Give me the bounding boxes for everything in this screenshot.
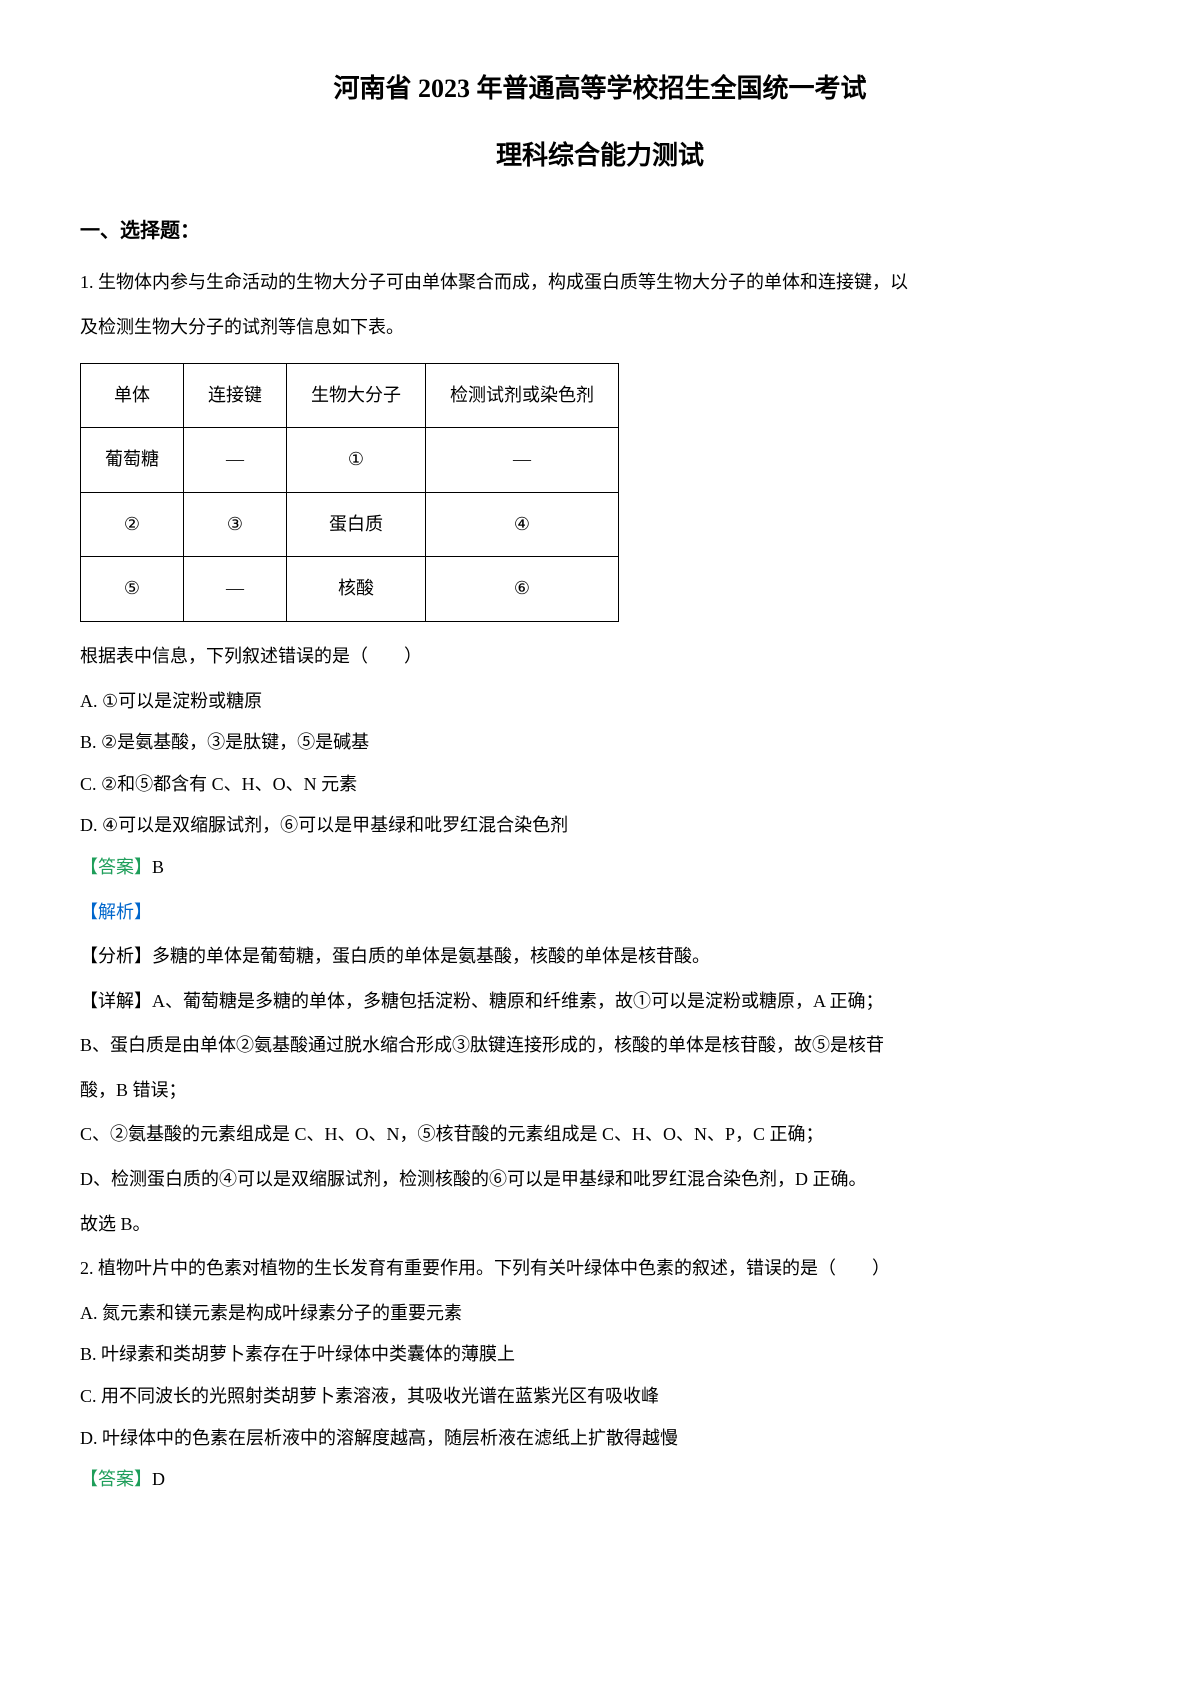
sub-title: 理科综合能力测试 xyxy=(80,127,1120,184)
table-cell: ④ xyxy=(426,492,619,557)
table-header-cell: 生物大分子 xyxy=(287,363,426,428)
table-header-cell: 检测试剂或染色剂 xyxy=(426,363,619,428)
table-cell: ② xyxy=(81,492,184,557)
q1-analysis-label: 【解析】 xyxy=(80,893,1120,933)
table-cell: ① xyxy=(287,428,426,493)
table-row: 单体 连接键 生物大分子 检测试剂或染色剂 xyxy=(81,363,619,428)
q1-analysis-p1: 【分析】多糖的单体是葡萄糖，蛋白质的单体是氨基酸，核酸的单体是核苷酸。 xyxy=(80,937,1120,977)
q2-answer: 【答案】D xyxy=(80,1460,1120,1500)
q1-analysis-p7: 故选 B。 xyxy=(80,1205,1120,1245)
table-cell: 核酸 xyxy=(287,557,426,622)
table-cell: ⑤ xyxy=(81,557,184,622)
q1-option-d: D. ④可以是双缩脲试剂，⑥可以是甲基绿和吡罗红混合染色剂 xyxy=(80,806,1120,846)
answer-value: D xyxy=(152,1469,165,1489)
q1-option-c: C. ②和⑤都含有 C、H、O、N 元素 xyxy=(80,765,1120,805)
answer-label: 【答案】 xyxy=(80,1469,152,1489)
answer-label: 【答案】 xyxy=(80,857,152,877)
q1-analysis-p4: 酸，B 错误； xyxy=(80,1071,1120,1111)
table-row: ② ③ 蛋白质 ④ xyxy=(81,492,619,557)
q1-table: 单体 连接键 生物大分子 检测试剂或染色剂 葡萄糖 — ① — ② ③ 蛋白质 … xyxy=(80,363,619,622)
q2-option-a: A. 氮元素和镁元素是构成叶绿素分子的重要元素 xyxy=(80,1294,1120,1334)
q1-option-a: A. ①可以是淀粉或糖原 xyxy=(80,682,1120,722)
q1-analysis-p6: D、检测蛋白质的④可以是双缩脲试剂，检测核酸的⑥可以是甲基绿和吡罗红混合染色剂，… xyxy=(80,1160,1120,1200)
main-title: 河南省 2023 年普通高等学校招生全国统一考试 xyxy=(80,60,1120,117)
table-header-cell: 单体 xyxy=(81,363,184,428)
answer-value: B xyxy=(152,857,164,877)
table-row: ⑤ — 核酸 ⑥ xyxy=(81,557,619,622)
q1-analysis-p3: B、蛋白质是由单体②氨基酸通过脱水缩合形成③肽键连接形成的，核酸的单体是核苷酸，… xyxy=(80,1026,1120,1066)
q2-intro: 2. 植物叶片中的色素对植物的生长发育有重要作用。下列有关叶绿体中色素的叙述，错… xyxy=(80,1249,1120,1289)
table-cell: — xyxy=(426,428,619,493)
q1-analysis-p2: 【详解】A、葡萄糖是多糖的单体，多糖包括淀粉、糖原和纤维素，故①可以是淀粉或糖原… xyxy=(80,982,1120,1022)
table-cell: ⑥ xyxy=(426,557,619,622)
q1-prompt: 根据表中信息，下列叙述错误的是（ ） xyxy=(80,637,1120,677)
table-row: 葡萄糖 — ① — xyxy=(81,428,619,493)
q1-answer: 【答案】B xyxy=(80,848,1120,888)
table-cell: 蛋白质 xyxy=(287,492,426,557)
q2-option-c: C. 用不同波长的光照射类胡萝卜素溶液，其吸收光谱在蓝紫光区有吸收峰 xyxy=(80,1377,1120,1417)
q1-analysis-p5: C、②氨基酸的元素组成是 C、H、O、N，⑤核苷酸的元素组成是 C、H、O、N、… xyxy=(80,1115,1120,1155)
section-heading: 一、选择题： xyxy=(80,209,1120,253)
q1-intro-line2: 及检测生物大分子的试剂等信息如下表。 xyxy=(80,308,1120,348)
table-cell: ③ xyxy=(184,492,287,557)
table-cell: 葡萄糖 xyxy=(81,428,184,493)
table-cell: — xyxy=(184,557,287,622)
table-header-cell: 连接键 xyxy=(184,363,287,428)
q2-option-b: B. 叶绿素和类胡萝卜素存在于叶绿体中类囊体的薄膜上 xyxy=(80,1335,1120,1375)
q1-option-b: B. ②是氨基酸，③是肽键，⑤是碱基 xyxy=(80,723,1120,763)
q2-option-d: D. 叶绿体中的色素在层析液中的溶解度越高，随层析液在滤纸上扩散得越慢 xyxy=(80,1419,1120,1459)
table-cell: — xyxy=(184,428,287,493)
q1-intro-line1: 1. 生物体内参与生命活动的生物大分子可由单体聚合而成，构成蛋白质等生物大分子的… xyxy=(80,263,1120,303)
